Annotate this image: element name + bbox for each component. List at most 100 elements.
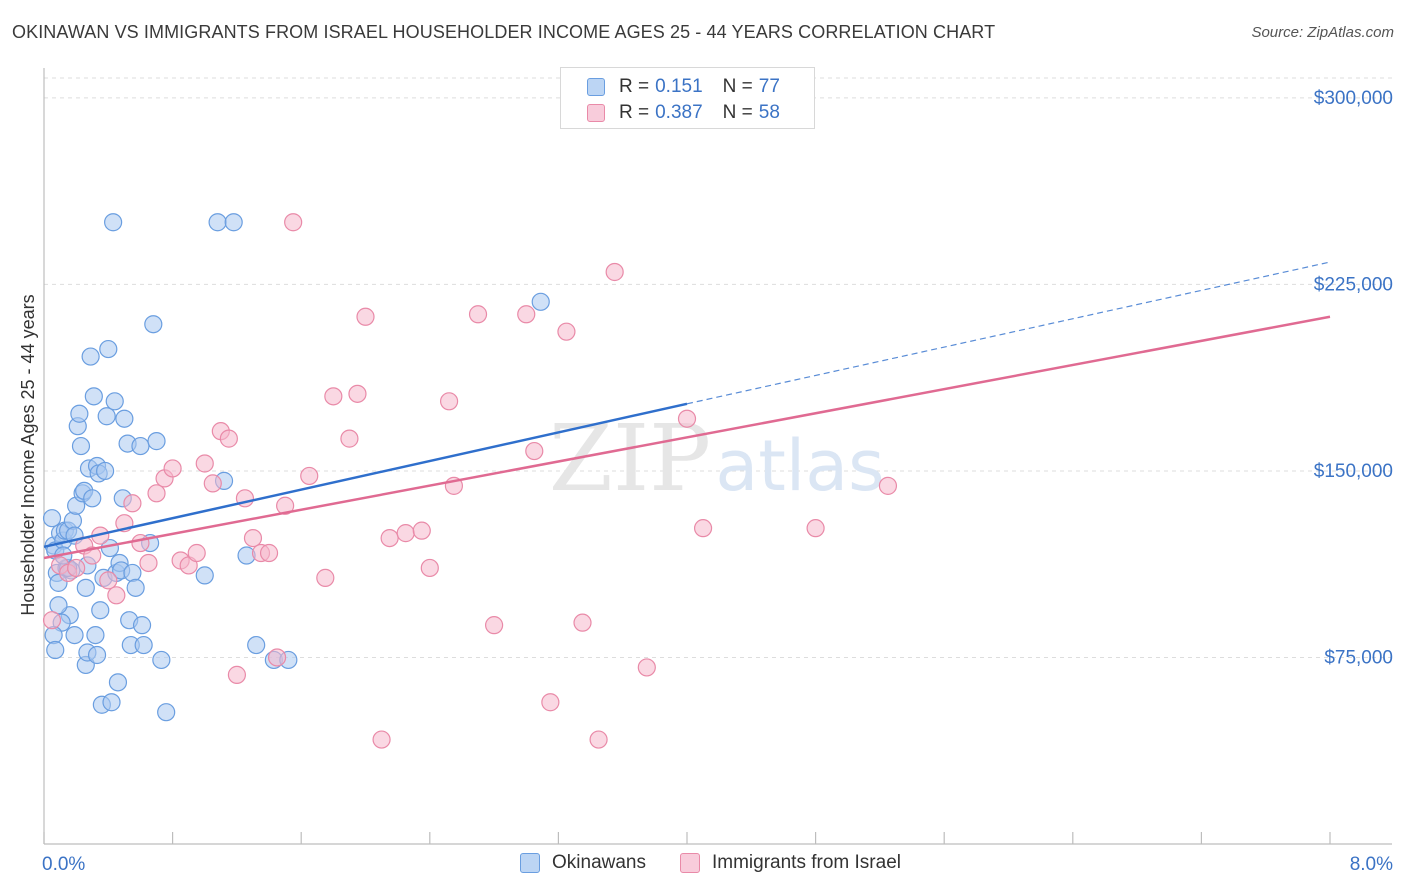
- okinawan-point: [71, 436, 91, 456]
- okinawan-point: [76, 578, 95, 597]
- okinawan-point: [157, 703, 176, 722]
- legend-n-value: 77: [758, 76, 780, 97]
- israel-point: [227, 665, 246, 684]
- legend-r-label: R =: [619, 102, 650, 123]
- legend-r-value: 0.151: [655, 76, 703, 97]
- okinawan-point: [46, 640, 65, 660]
- legend-n-label: N =: [722, 102, 753, 123]
- okinawan-point: [126, 578, 145, 597]
- israel-point: [356, 307, 375, 326]
- israel-point: [131, 533, 150, 553]
- israel-point: [163, 459, 182, 478]
- israel-point: [806, 519, 825, 538]
- watermark: ZIP atlas: [549, 405, 885, 512]
- israel-point: [147, 484, 166, 503]
- watermark-atlas: atlas: [715, 425, 884, 507]
- israel-points: [42, 213, 898, 749]
- okinawan-point: [224, 213, 243, 232]
- okinawan-point: [132, 616, 152, 635]
- okinawan-point: [208, 213, 227, 232]
- okinawan-point: [65, 625, 84, 645]
- okinawan-point: [86, 625, 105, 645]
- series-legend: Okinawans Immigrants from Israel: [520, 852, 935, 874]
- okinawan-point: [152, 650, 171, 670]
- okinawan-point: [104, 213, 123, 232]
- legend-swatch-okinawans: [520, 853, 540, 873]
- trend-lines: [43, 261, 1331, 560]
- israel-point: [284, 213, 303, 232]
- israel-point: [139, 553, 158, 573]
- legend-row-israel: R = 0.387 N = 58: [587, 101, 780, 125]
- legend-n-value: 58: [758, 102, 780, 123]
- okinawan-point: [134, 635, 153, 655]
- israel-point: [485, 616, 504, 635]
- okinawan-point: [247, 635, 266, 655]
- okinawan-point: [83, 489, 102, 508]
- okinawan-point: [115, 409, 134, 428]
- israel-point: [468, 305, 488, 324]
- okinawan-point: [147, 432, 166, 451]
- israel-point: [380, 528, 399, 548]
- israel-point: [420, 558, 439, 578]
- y-tick-label: $150,000: [1314, 461, 1393, 482]
- okinawan-point: [87, 645, 107, 665]
- okinawan-point: [95, 461, 115, 481]
- y-tick-label: $300,000: [1314, 88, 1393, 109]
- okinawan-point: [531, 292, 550, 311]
- israel-point: [219, 429, 238, 448]
- okinawan-point: [97, 407, 116, 426]
- legend-label-israel: Immigrants from Israel: [712, 852, 901, 873]
- legend-item-israel: Immigrants from Israel: [680, 852, 901, 874]
- israel-point: [300, 466, 319, 486]
- legend-label-okinawans: Okinawans: [552, 852, 646, 873]
- okinawan-point: [63, 511, 83, 530]
- israel-point: [107, 586, 126, 605]
- legend-item-okinawans: Okinawans: [520, 852, 646, 874]
- y-axis-label: Householder Income Ages 25 - 44 years: [18, 294, 38, 615]
- israel-point: [573, 613, 592, 632]
- y-tick-label: $75,000: [1324, 647, 1393, 668]
- israel-trend-line: [43, 315, 1331, 560]
- okinawan-point: [99, 339, 118, 359]
- israel-point: [372, 730, 391, 749]
- okinawan-trend-line: [43, 402, 688, 549]
- israel-point: [677, 409, 697, 428]
- israel-point: [99, 571, 118, 590]
- israel-point: [589, 730, 608, 749]
- israel-point: [557, 322, 576, 341]
- israel-point: [637, 658, 656, 677]
- israel-point: [878, 476, 898, 495]
- okinawan-point: [105, 392, 124, 411]
- gridlines: [44, 77, 1392, 658]
- israel-point: [412, 521, 431, 540]
- israel-point: [187, 543, 206, 563]
- okinawan-point: [195, 566, 214, 585]
- israel-point: [83, 546, 102, 565]
- okinawan-point: [81, 347, 100, 366]
- israel-point: [276, 496, 295, 515]
- okinawan-trend-extension: [686, 261, 1331, 405]
- legend-swatch-israel: [680, 853, 700, 873]
- israel-point: [396, 524, 415, 543]
- israel-point: [243, 528, 263, 548]
- israel-point: [439, 392, 459, 411]
- israel-point: [123, 494, 142, 513]
- stats-legend: R = 0.151 N = 77 R = 0.387 N = 58: [560, 67, 815, 129]
- legend-swatch-okinawans: [587, 78, 605, 96]
- okinawan-point: [70, 404, 89, 423]
- okinawan-point: [123, 563, 142, 583]
- israel-point: [195, 454, 214, 473]
- x-tick-label: 0.0%: [42, 854, 85, 875]
- israel-point: [203, 474, 222, 493]
- okinawan-point: [91, 601, 110, 620]
- x-tick-label: 8.0%: [1350, 854, 1393, 875]
- okinawan-point: [144, 315, 163, 334]
- legend-row-okinawans: R = 0.151 N = 77: [587, 75, 780, 99]
- israel-point: [42, 611, 62, 630]
- israel-point: [67, 558, 86, 578]
- okinawans-points: [42, 213, 550, 722]
- legend-r-value: 0.387: [655, 102, 703, 123]
- okinawan-point: [42, 509, 62, 528]
- chart-source: Source: ZipAtlas.com: [1251, 24, 1394, 41]
